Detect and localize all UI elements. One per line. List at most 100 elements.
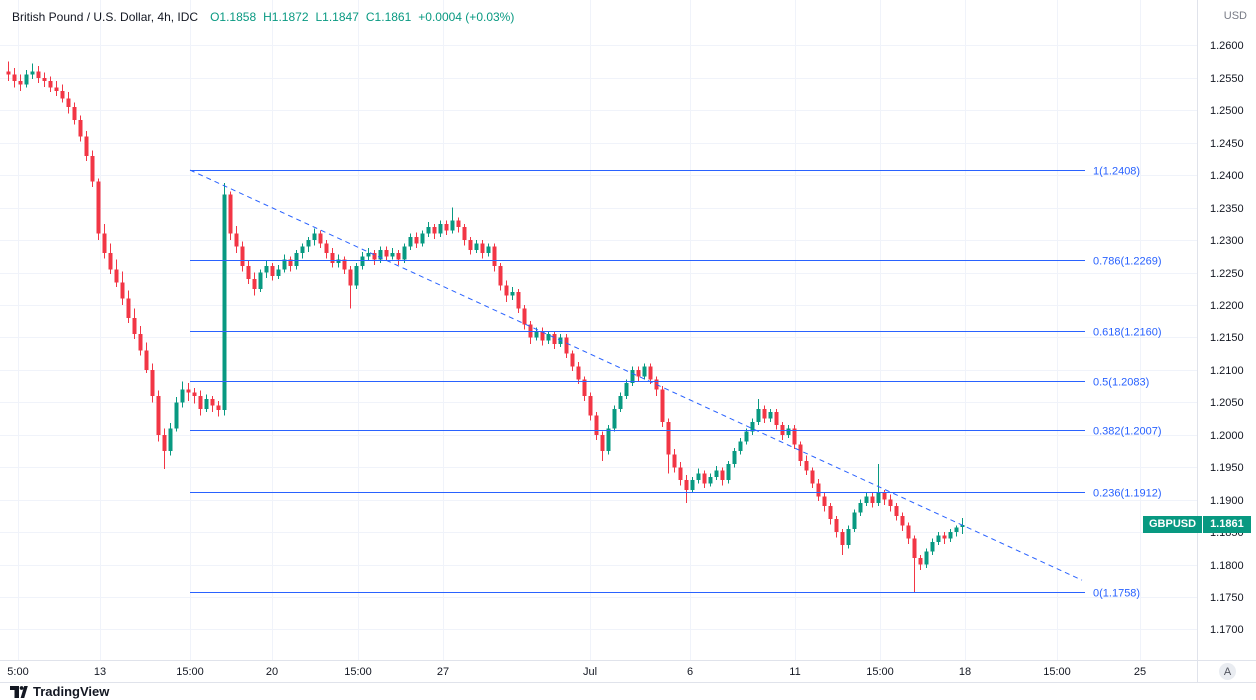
- candle: [516, 288, 521, 313]
- candle: [924, 548, 929, 568]
- price-tick-label: 1.2450: [1210, 138, 1244, 150]
- candle: [270, 262, 275, 281]
- candle: [228, 191, 233, 241]
- candle: [822, 491, 827, 512]
- symbol-title[interactable]: British Pound / U.S. Dollar, 4h, IDC: [12, 10, 199, 24]
- fib-retracement[interactable]: 1(1.2408) 0.786(1.2269) 0.618(1.2160) 0.5(1…: [190, 166, 1162, 600]
- candle: [588, 392, 593, 421]
- candle: [810, 467, 815, 489]
- candle: [684, 475, 689, 503]
- candle: [48, 76, 53, 93]
- candle: [108, 243, 113, 274]
- candle: [468, 236, 473, 255]
- price-tick-label: 1.2550: [1210, 73, 1244, 85]
- candle: [918, 554, 923, 570]
- candle: [432, 223, 437, 239]
- time-tick-label: 15:00: [1043, 666, 1071, 678]
- candle: [12, 68, 17, 88]
- candle: [408, 233, 413, 250]
- candle: [888, 494, 893, 512]
- candle: [132, 308, 137, 339]
- candles-layer: [6, 61, 965, 592]
- candle: [522, 305, 527, 330]
- price-tick-label: 1.1950: [1210, 462, 1244, 474]
- candle: [540, 327, 545, 346]
- time-axis[interactable]: [0, 661, 1256, 682]
- price-tick-label: 1.2400: [1210, 170, 1244, 182]
- candle: [474, 240, 479, 254]
- price-tick-label: 1.2300: [1210, 235, 1244, 247]
- candle: [276, 264, 281, 280]
- candle: [222, 183, 227, 416]
- candle: [168, 423, 173, 456]
- candle: [264, 260, 269, 278]
- candle: [606, 425, 611, 455]
- candle: [324, 240, 329, 259]
- candle: [414, 232, 419, 248]
- time-axis-separator: [0, 660, 1256, 661]
- price-tick-label: 1.1700: [1210, 624, 1244, 636]
- candle: [930, 538, 935, 555]
- candle: [96, 178, 101, 241]
- candle: [636, 366, 641, 382]
- candle: [864, 491, 869, 507]
- candle: [330, 247, 335, 268]
- tradingview-logo[interactable]: [10, 685, 28, 699]
- candle: [18, 74, 23, 91]
- candle: [438, 220, 443, 237]
- candle: [234, 225, 239, 254]
- candle: [354, 262, 359, 289]
- candle: [498, 262, 503, 291]
- candle: [312, 228, 317, 246]
- trend-line[interactable]: [189, 169, 1083, 581]
- price-tick-label: 1.2600: [1210, 40, 1244, 52]
- price-change: +0.0004 (+0.03%): [418, 10, 515, 24]
- price-axis[interactable]: [1198, 0, 1256, 660]
- candle: [852, 509, 857, 533]
- candle: [762, 405, 767, 424]
- candle: [114, 259, 119, 287]
- candle: [876, 464, 881, 507]
- candle: [858, 499, 863, 516]
- footer-bar: TradingView: [10, 684, 109, 699]
- price-axis-separator: [1197, 0, 1198, 682]
- currency-label: USD: [1223, 10, 1247, 22]
- badge-symbol: GBPUSD: [1143, 516, 1203, 533]
- candle: [528, 321, 533, 344]
- last-price-badge: GBPUSD 1.1861: [1143, 516, 1251, 533]
- candle: [504, 280, 509, 302]
- candle: [258, 269, 263, 293]
- a-circle-button[interactable]: A: [1219, 663, 1236, 680]
- time-tick-label: 15:00: [176, 666, 204, 678]
- candle: [420, 230, 425, 247]
- candle: [126, 290, 131, 324]
- tradingview-logo-mark: [10, 685, 28, 698]
- time-tick-label: 15:00: [866, 666, 894, 678]
- candle: [960, 517, 965, 535]
- candle: [144, 342, 149, 374]
- candle: [210, 395, 215, 413]
- price-tick-label: 1.2150: [1210, 332, 1244, 344]
- candle: [24, 70, 29, 88]
- candle: [618, 392, 623, 413]
- candle: [42, 72, 47, 87]
- candle: [54, 81, 59, 97]
- candle: [486, 243, 491, 257]
- candle: [846, 525, 851, 549]
- price-tick-label: 1.2050: [1210, 397, 1244, 409]
- candle: [102, 223, 107, 259]
- candle: [174, 397, 179, 432]
- candle: [750, 418, 755, 435]
- candle: [282, 254, 287, 273]
- candle: [648, 363, 653, 385]
- candle: [612, 405, 617, 432]
- candle: [294, 249, 299, 270]
- candle: [738, 438, 743, 455]
- candle: [726, 460, 731, 484]
- candle: [672, 449, 677, 473]
- tradingview-wordmark[interactable]: TradingView: [33, 684, 110, 699]
- candle: [366, 247, 371, 261]
- candle: [396, 249, 401, 265]
- candle: [570, 350, 575, 372]
